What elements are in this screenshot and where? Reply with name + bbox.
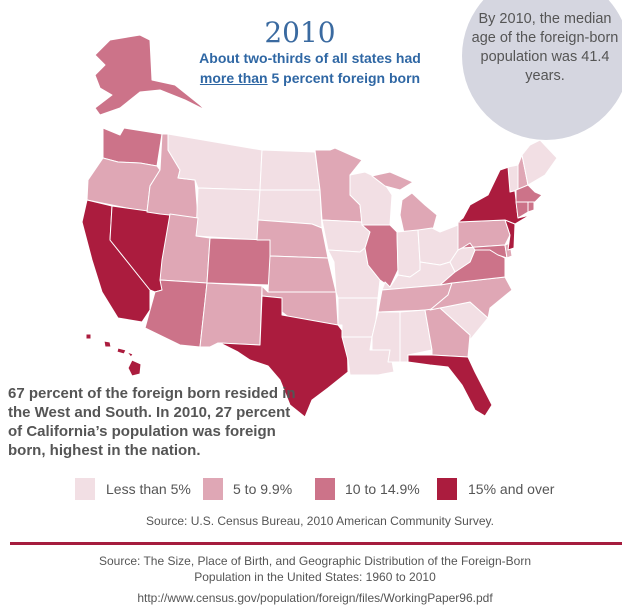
map-source: Source: U.S. Census Bureau, 2010 America… xyxy=(146,514,494,528)
state-mi xyxy=(399,192,438,234)
year-title: 2010 xyxy=(264,16,336,49)
legend-label: 10 to 14.9% xyxy=(345,481,420,497)
legend: Less than 5% 5 to 9.9% 10 to 14.9% 15% a… xyxy=(0,478,622,504)
state-nd xyxy=(259,149,321,191)
callout-circle xyxy=(462,0,622,140)
state-hi xyxy=(85,333,92,340)
paper-source-line1: Source: The Size, Place of Birth, and Ge… xyxy=(98,554,531,568)
divider xyxy=(10,542,622,545)
subtitle-line2: 5 percent foreign born xyxy=(267,70,421,86)
state-vt xyxy=(507,164,519,193)
legend-label: Less than 5% xyxy=(106,481,191,497)
state-nm xyxy=(199,282,263,348)
paper-source: Source: The Size, Place of Birth, and Ge… xyxy=(0,553,622,585)
legend-swatch-2 xyxy=(315,478,335,500)
legend-swatch-1 xyxy=(203,478,223,500)
state-wy xyxy=(195,187,261,241)
state-hi xyxy=(126,351,134,358)
subtitle-line1: About two-thirds of all states had xyxy=(199,50,421,66)
legend-swatch-3 xyxy=(437,478,457,500)
state-co xyxy=(206,237,271,286)
legend-label: 15% and over xyxy=(468,481,555,497)
legend-label: 5 to 9.9% xyxy=(233,481,293,497)
state-hi xyxy=(127,359,142,377)
subtitle: About two-thirds of all states had more … xyxy=(190,48,430,88)
callout-text: By 2010, the median age of the foreign-b… xyxy=(471,11,619,84)
state-ak xyxy=(94,34,206,116)
source-url[interactable]: http://www.census.gov/population/foreign… xyxy=(137,591,493,605)
state-hi xyxy=(116,347,127,355)
state-in xyxy=(396,229,421,278)
state-ks xyxy=(267,255,337,293)
state-nc xyxy=(429,276,513,319)
state-me xyxy=(521,139,558,186)
state-ri xyxy=(527,201,535,213)
state-hi xyxy=(103,340,112,348)
legend-swatch-0 xyxy=(75,478,95,500)
state-ar xyxy=(337,297,379,338)
paper-source-line2: Population in the United States: 1960 to… xyxy=(194,570,436,584)
state-tx xyxy=(219,295,349,418)
note-text: 67 percent of the foreign born resided i… xyxy=(8,385,296,459)
state-fl xyxy=(407,354,493,417)
subtitle-underlined: more than xyxy=(199,70,268,86)
state-mi xyxy=(371,171,414,191)
state-la xyxy=(341,336,395,376)
